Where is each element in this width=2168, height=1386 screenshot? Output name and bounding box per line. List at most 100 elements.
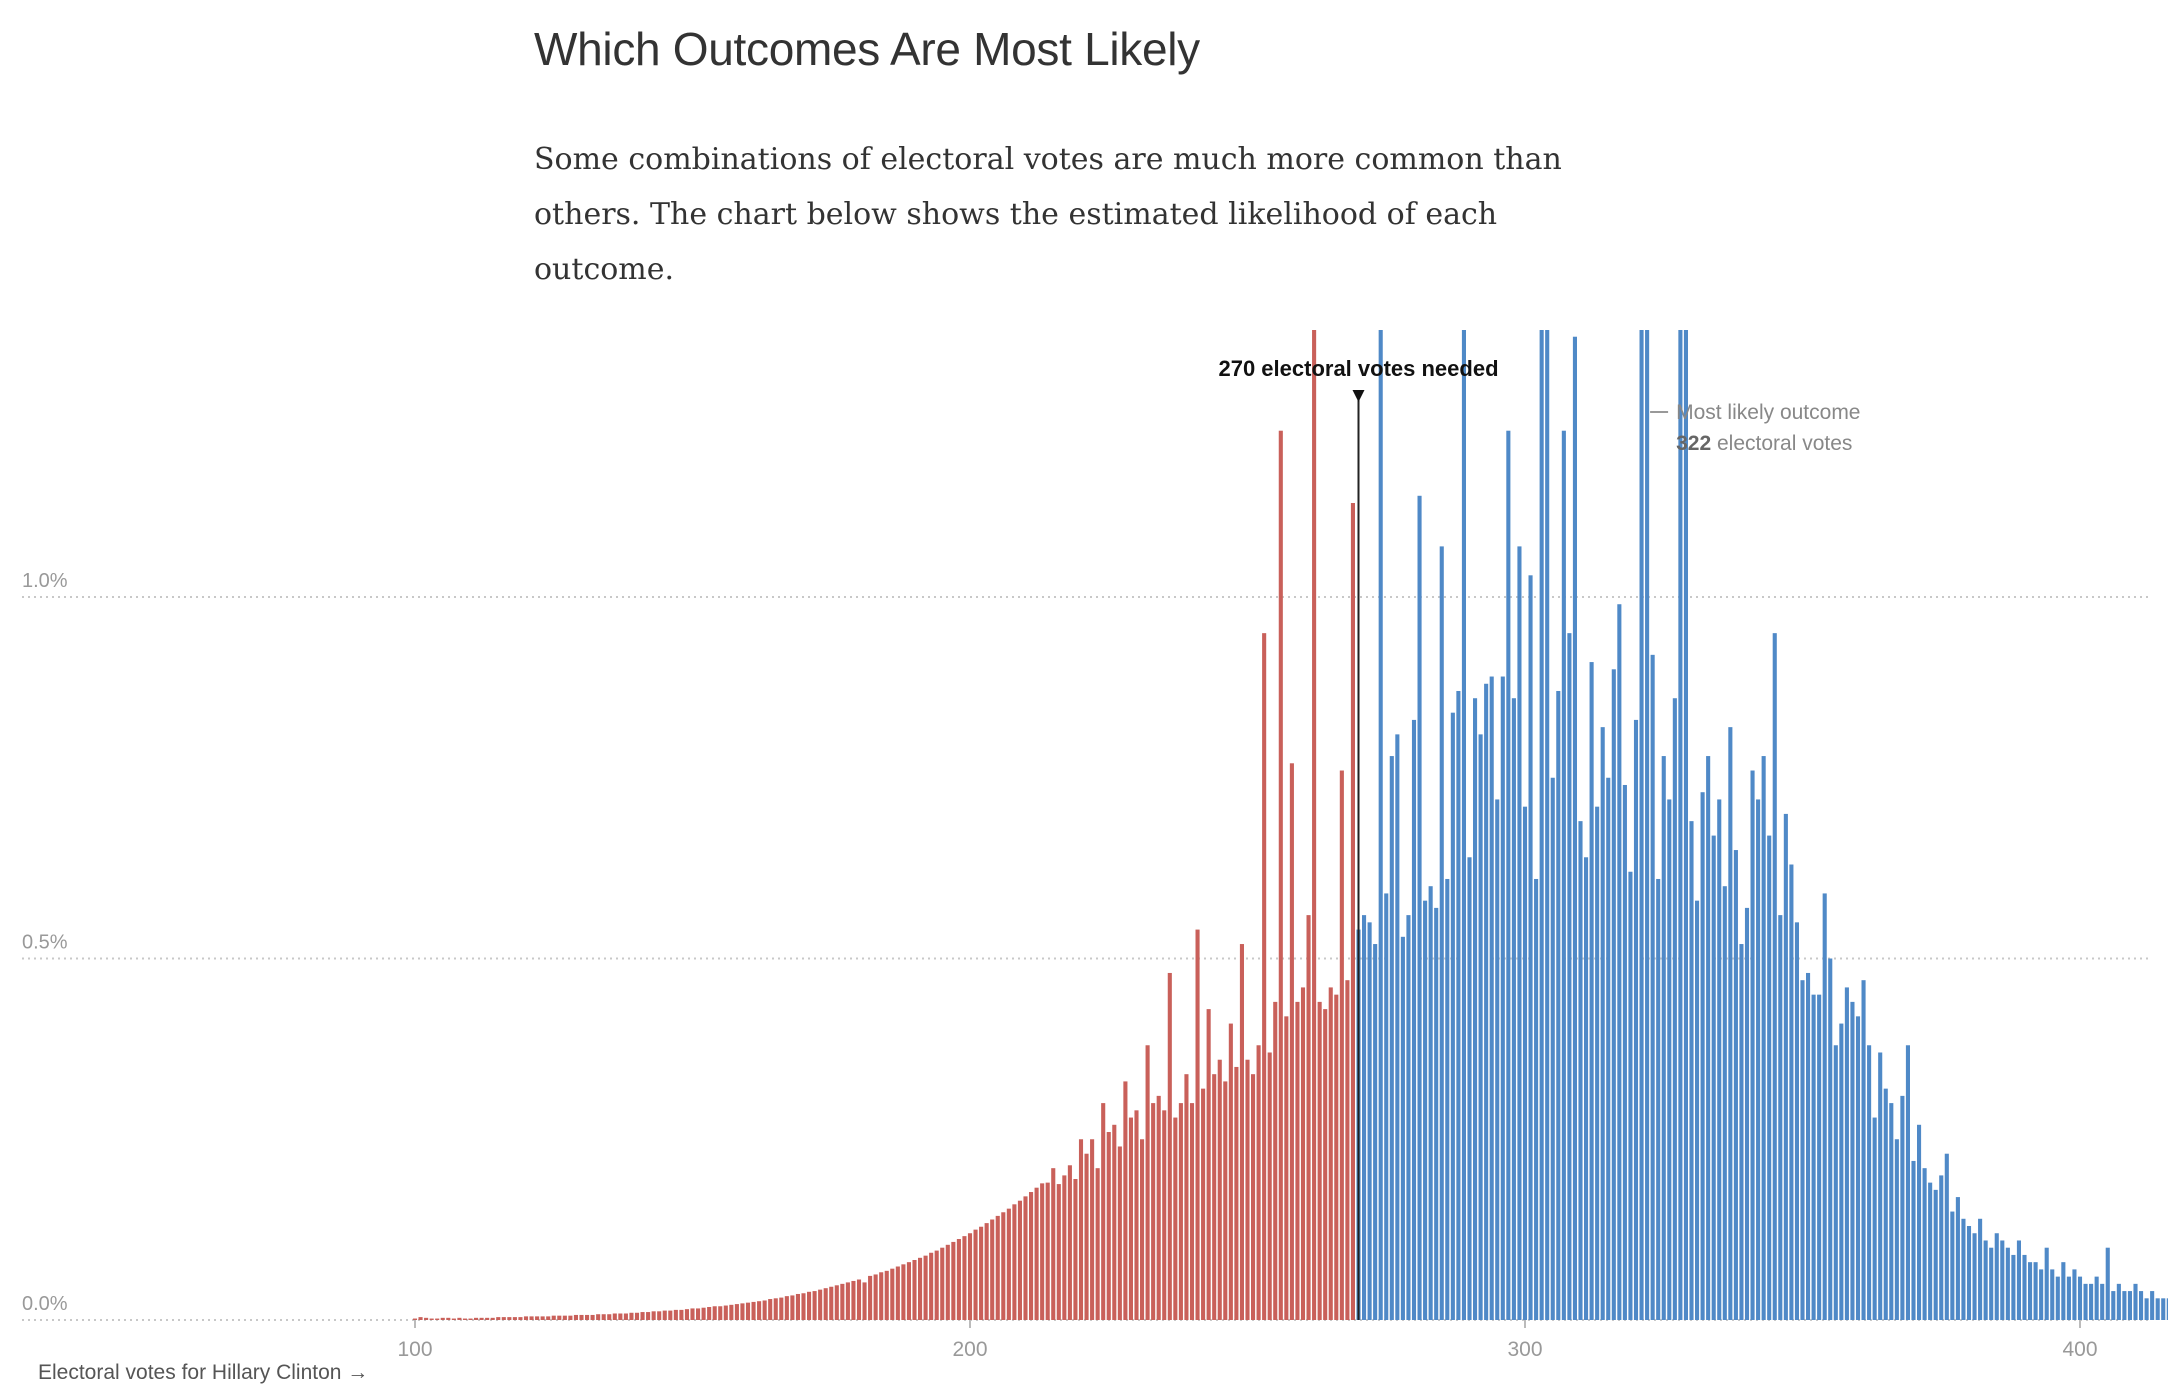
bar [1572, 336, 1577, 1321]
bar [1556, 690, 1561, 1320]
bar [807, 1291, 812, 1320]
bar [696, 1308, 701, 1320]
bar [884, 1270, 889, 1320]
bar [1123, 1081, 1128, 1320]
bar [1256, 1045, 1261, 1320]
bar [1756, 799, 1761, 1320]
bar [2139, 1291, 2144, 1320]
bar [1228, 1023, 1233, 1320]
bar [1589, 662, 1594, 1320]
bar [523, 1316, 529, 1320]
bar [1312, 330, 1317, 1320]
bar [1794, 922, 1799, 1320]
bar [1134, 1110, 1139, 1320]
bar [646, 1312, 651, 1320]
bar [1811, 994, 1816, 1320]
bar [479, 1317, 484, 1320]
bar [1955, 1197, 1960, 1320]
bar [2044, 1247, 2049, 1320]
bar [673, 1309, 678, 1320]
bar [612, 1313, 617, 1320]
bar [540, 1316, 545, 1320]
bar [507, 1317, 512, 1320]
bar [868, 1275, 873, 1320]
bar [1128, 1117, 1133, 1320]
bar [662, 1310, 667, 1320]
bar [2133, 1283, 2138, 1320]
bar [1800, 980, 1805, 1320]
bar [1300, 987, 1306, 1320]
bar [1001, 1212, 1006, 1320]
bar [1522, 806, 1528, 1320]
bar [801, 1293, 806, 1320]
bar [962, 1236, 967, 1320]
bar [1217, 1059, 1222, 1320]
bar [529, 1316, 534, 1320]
bar [2144, 1298, 2149, 1320]
bar [1545, 330, 1550, 1321]
bar [2077, 1276, 2083, 1320]
threshold-annotation: 270 electoral votes needed [1218, 356, 1498, 381]
bar [1994, 1233, 1999, 1320]
bar [1156, 1095, 1161, 1320]
bar [1950, 1211, 1955, 1320]
bar [640, 1312, 645, 1320]
bar [718, 1306, 723, 1320]
x-tick-label: 400 [2062, 1338, 2097, 1361]
bar [2166, 1298, 2168, 1320]
bar [1595, 806, 1600, 1320]
bar [1428, 886, 1433, 1320]
bar [1633, 719, 1639, 1320]
bar [734, 1304, 739, 1320]
bar [1017, 1200, 1022, 1320]
bar [1695, 900, 1700, 1320]
bar [984, 1223, 989, 1320]
bar [1350, 503, 1355, 1320]
bar [1817, 994, 1822, 1320]
bar [768, 1299, 773, 1320]
bar [573, 1314, 578, 1320]
bar [1223, 1081, 1228, 1320]
bar [1267, 1052, 1272, 1320]
bar [1528, 575, 1533, 1320]
bar [1106, 1132, 1111, 1320]
bar [2011, 1254, 2016, 1320]
bar [1328, 987, 1333, 1320]
bar [2055, 1276, 2060, 1320]
bar [823, 1288, 828, 1320]
bar [1872, 1117, 1877, 1320]
bar [1911, 1160, 1916, 1320]
bar [496, 1317, 501, 1320]
bar [412, 1318, 418, 1320]
bar [1767, 835, 1772, 1320]
bar [795, 1293, 800, 1320]
bar [1833, 1045, 1838, 1320]
bar [634, 1312, 640, 1320]
bar [862, 1282, 867, 1320]
bar [1500, 676, 1505, 1320]
bar [729, 1304, 734, 1320]
bar [829, 1286, 834, 1320]
bar [779, 1297, 784, 1320]
bar [2083, 1283, 2088, 1320]
bar [1056, 1184, 1061, 1320]
bar [967, 1233, 973, 1320]
bar [1239, 944, 1244, 1320]
bar [1928, 1182, 1933, 1320]
bar [1400, 936, 1405, 1320]
bar [1567, 633, 1572, 1320]
bar [418, 1317, 423, 1320]
bar [1961, 1218, 1966, 1320]
bar [1417, 495, 1422, 1320]
bar [1006, 1208, 1011, 1320]
bar [2000, 1240, 2005, 1320]
bar [995, 1215, 1000, 1320]
bar [1384, 893, 1389, 1320]
bar [1473, 698, 1478, 1320]
bar [1067, 1165, 1072, 1320]
bar [424, 1317, 429, 1320]
bar [945, 1244, 950, 1320]
bar [1178, 1103, 1183, 1320]
bar [1689, 821, 1694, 1320]
bar [1023, 1196, 1028, 1320]
